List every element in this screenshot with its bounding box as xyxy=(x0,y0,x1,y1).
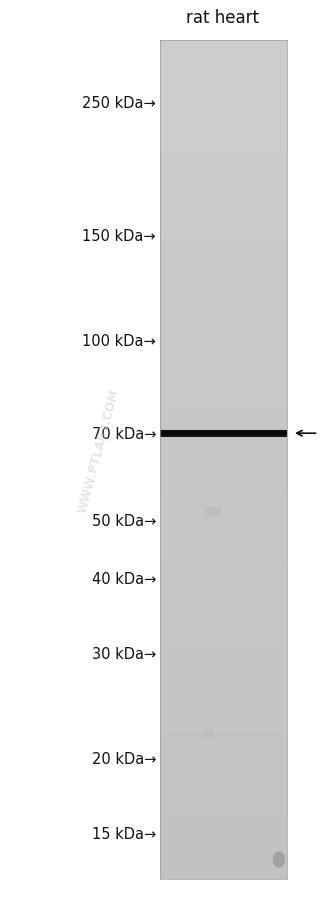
Bar xyxy=(160,743,287,754)
Bar xyxy=(160,313,287,324)
Bar xyxy=(160,156,287,166)
Ellipse shape xyxy=(205,507,222,518)
Bar xyxy=(160,816,287,827)
Bar xyxy=(160,471,287,481)
Bar xyxy=(160,345,287,355)
Bar xyxy=(160,555,287,565)
Bar xyxy=(160,669,287,680)
Bar xyxy=(160,387,287,397)
Text: 100 kDa→: 100 kDa→ xyxy=(82,334,156,349)
Bar xyxy=(160,61,287,72)
Bar xyxy=(160,432,287,436)
Text: WWW.PTLAB3.COM: WWW.PTLAB3.COM xyxy=(76,388,122,514)
Bar xyxy=(160,764,287,775)
Bar xyxy=(160,41,287,51)
Bar xyxy=(160,208,287,219)
Bar xyxy=(160,754,287,764)
Bar xyxy=(160,639,287,649)
Bar xyxy=(160,124,287,135)
Bar xyxy=(160,355,287,365)
Bar xyxy=(160,376,287,387)
Bar xyxy=(160,649,287,659)
Bar xyxy=(160,261,287,272)
Bar xyxy=(160,723,287,732)
Bar xyxy=(160,596,287,607)
Ellipse shape xyxy=(202,730,215,738)
Bar xyxy=(160,292,287,303)
Text: 15 kDa→: 15 kDa→ xyxy=(92,826,156,841)
Bar xyxy=(160,250,287,261)
Bar xyxy=(160,775,287,785)
Bar xyxy=(160,166,287,177)
Bar xyxy=(160,785,287,796)
Bar xyxy=(160,617,287,628)
Bar xyxy=(160,229,287,240)
Bar xyxy=(160,240,287,250)
Bar xyxy=(160,607,287,617)
Bar xyxy=(160,492,287,502)
Text: 250 kDa→: 250 kDa→ xyxy=(82,96,156,111)
Bar xyxy=(160,806,287,816)
Bar xyxy=(160,732,287,743)
Bar xyxy=(160,104,287,114)
Bar xyxy=(160,397,287,408)
Bar xyxy=(160,712,287,723)
Bar xyxy=(160,83,287,93)
Bar xyxy=(160,691,287,701)
Bar xyxy=(160,408,287,419)
Bar xyxy=(160,586,287,596)
Bar xyxy=(160,272,287,281)
Bar xyxy=(160,659,287,669)
Text: 50 kDa→: 50 kDa→ xyxy=(92,513,156,529)
Bar xyxy=(160,281,287,292)
Bar xyxy=(160,848,287,859)
Text: 40 kDa→: 40 kDa→ xyxy=(92,571,156,586)
Bar xyxy=(160,198,287,208)
Bar xyxy=(160,188,287,198)
Bar xyxy=(160,837,287,848)
Bar xyxy=(160,177,287,188)
Bar xyxy=(160,544,287,555)
Bar xyxy=(160,334,287,345)
Bar xyxy=(160,93,287,104)
Text: 70 kDa→: 70 kDa→ xyxy=(92,427,156,441)
Bar xyxy=(160,365,287,376)
Bar xyxy=(160,701,287,712)
Bar xyxy=(160,575,287,586)
Bar xyxy=(160,512,287,523)
Bar xyxy=(160,827,287,837)
Bar xyxy=(160,869,287,879)
Bar xyxy=(160,72,287,83)
Bar xyxy=(160,419,287,428)
Bar xyxy=(160,460,287,471)
Bar xyxy=(160,680,287,691)
Bar xyxy=(160,628,287,639)
Bar xyxy=(160,533,287,544)
Bar xyxy=(160,502,287,512)
Bar xyxy=(160,51,287,61)
Bar xyxy=(160,796,287,806)
Bar xyxy=(160,303,287,313)
Text: 150 kDa→: 150 kDa→ xyxy=(82,228,156,244)
Text: 20 kDa→: 20 kDa→ xyxy=(92,751,156,766)
Bar xyxy=(160,449,287,460)
Bar xyxy=(160,219,287,229)
Bar xyxy=(160,324,287,335)
Bar xyxy=(160,439,287,449)
Text: 30 kDa→: 30 kDa→ xyxy=(92,646,156,661)
Bar xyxy=(160,428,287,439)
Bar xyxy=(160,565,287,575)
Ellipse shape xyxy=(273,851,285,868)
Text: rat heart: rat heart xyxy=(186,9,259,27)
Bar xyxy=(160,145,287,156)
Bar xyxy=(160,481,287,492)
Bar xyxy=(160,135,287,145)
Bar xyxy=(160,114,287,124)
Bar xyxy=(160,523,287,533)
Bar xyxy=(160,859,287,869)
